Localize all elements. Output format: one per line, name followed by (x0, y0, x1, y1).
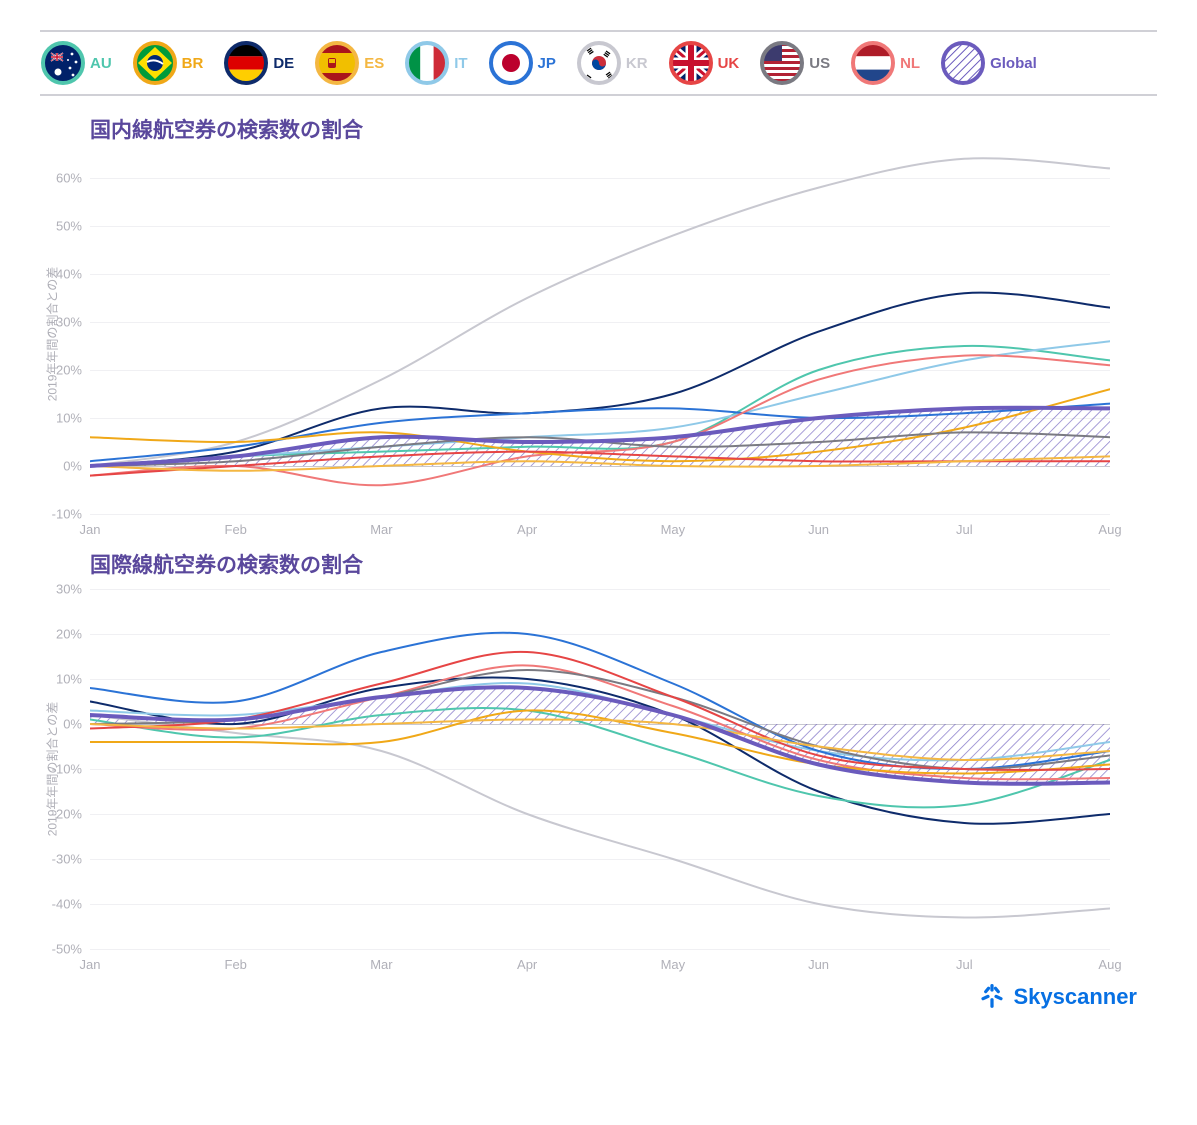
flag-es-icon (314, 40, 360, 86)
chart1-plot: -10%0%10%20%30%40%50%60%JanFebMarAprMayJ… (90, 154, 1110, 514)
x-tick-label: Mar (370, 522, 392, 537)
y-tick-label: -10% (52, 762, 82, 777)
y-tick-label: 40% (56, 267, 82, 282)
flag-br-icon (132, 40, 178, 86)
y-tick-label: -40% (52, 897, 82, 912)
legend-item-au[interactable]: AU (40, 40, 112, 86)
flag-global-icon (940, 40, 986, 86)
legend-label: UK (718, 55, 740, 72)
y-tick-label: -20% (52, 807, 82, 822)
flag-jp-icon (488, 40, 534, 86)
legend-item-uk[interactable]: UK (668, 40, 740, 86)
flag-kr-icon (576, 40, 622, 86)
legend-bar: AU BR DE ES IT JP KR UK (40, 30, 1157, 96)
legend-label: KR (626, 55, 648, 72)
x-tick-label: Apr (517, 522, 537, 537)
chart-lines (90, 154, 1110, 514)
legend-label: IT (454, 55, 467, 72)
legend-item-kr[interactable]: KR (576, 40, 648, 86)
x-tick-label: Feb (225, 522, 247, 537)
y-tick-label: 10% (56, 672, 82, 687)
legend-item-de[interactable]: DE (223, 40, 294, 86)
flag-it-icon (404, 40, 450, 86)
legend-item-br[interactable]: BR (132, 40, 204, 86)
chart-lines (90, 589, 1110, 949)
y-tick-label: 0% (63, 717, 82, 732)
x-tick-label: Jul (956, 957, 973, 972)
chart1-title: 国内線航空券の検索数の割合 (90, 114, 1157, 144)
chart2-area: 2019年年間の割合との差 -50%-40%-30%-20%-10%0%10%2… (90, 589, 1157, 949)
gridline (90, 949, 1110, 950)
y-tick-label: 10% (56, 411, 82, 426)
y-tick-label: 20% (56, 627, 82, 642)
x-tick-label: Aug (1098, 957, 1121, 972)
legend-label: NL (900, 55, 920, 72)
legend-item-global[interactable]: Global (940, 40, 1037, 86)
legend-label: Global (990, 55, 1037, 72)
y-tick-label: -10% (52, 507, 82, 522)
legend-item-it[interactable]: IT (404, 40, 467, 86)
flag-de-icon (223, 40, 269, 86)
legend-label: AU (90, 55, 112, 72)
legend-label: ES (364, 55, 384, 72)
flag-nl-icon (850, 40, 896, 86)
x-tick-label: Feb (225, 957, 247, 972)
x-tick-label: May (661, 522, 686, 537)
flag-uk-icon (668, 40, 714, 86)
legend-item-us[interactable]: US (759, 40, 830, 86)
legend-label: BR (182, 55, 204, 72)
chart-domestic: 国内線航空券の検索数の割合 2019年年間の割合との差 -10%0%10%20%… (40, 114, 1157, 514)
brand-text: Skyscanner (1013, 984, 1137, 1010)
legend-item-es[interactable]: ES (314, 40, 384, 86)
gridline (90, 514, 1110, 515)
y-tick-label: -30% (52, 852, 82, 867)
y-tick-label: 50% (56, 219, 82, 234)
footer: Skyscanner (40, 984, 1157, 1015)
x-tick-label: Mar (370, 957, 392, 972)
x-tick-label: Jun (808, 957, 829, 972)
flag-us-icon (759, 40, 805, 86)
x-tick-label: Jun (808, 522, 829, 537)
y-tick-label: 30% (56, 315, 82, 330)
legend-label: US (809, 55, 830, 72)
legend-item-jp[interactable]: JP (488, 40, 556, 86)
legend-label: DE (273, 55, 294, 72)
legend-label: JP (538, 55, 556, 72)
y-tick-label: 60% (56, 171, 82, 186)
chart1-area: 2019年年間の割合との差 -10%0%10%20%30%40%50%60%Ja… (90, 154, 1157, 514)
y-tick-label: 30% (56, 582, 82, 597)
chart-international: 国際線航空券の検索数の割合 2019年年間の割合との差 -50%-40%-30%… (40, 549, 1157, 949)
x-tick-label: Apr (517, 957, 537, 972)
chart2-title: 国際線航空券の検索数の割合 (90, 549, 1157, 579)
x-tick-label: Aug (1098, 522, 1121, 537)
x-tick-label: May (661, 957, 686, 972)
y-tick-label: 20% (56, 363, 82, 378)
x-tick-label: Jan (80, 957, 101, 972)
y-tick-label: -50% (52, 942, 82, 957)
chart1-y-axis-title: 2019年年間の割合との差 (44, 267, 61, 402)
skyscanner-icon (979, 984, 1005, 1010)
x-tick-label: Jul (956, 522, 973, 537)
flag-au-icon (40, 40, 86, 86)
y-tick-label: 0% (63, 459, 82, 474)
chart2-plot: -50%-40%-30%-20%-10%0%10%20%30%JanFebMar… (90, 589, 1110, 949)
legend-item-nl[interactable]: NL (850, 40, 920, 86)
brand-logo: Skyscanner (979, 984, 1137, 1010)
x-tick-label: Jan (80, 522, 101, 537)
